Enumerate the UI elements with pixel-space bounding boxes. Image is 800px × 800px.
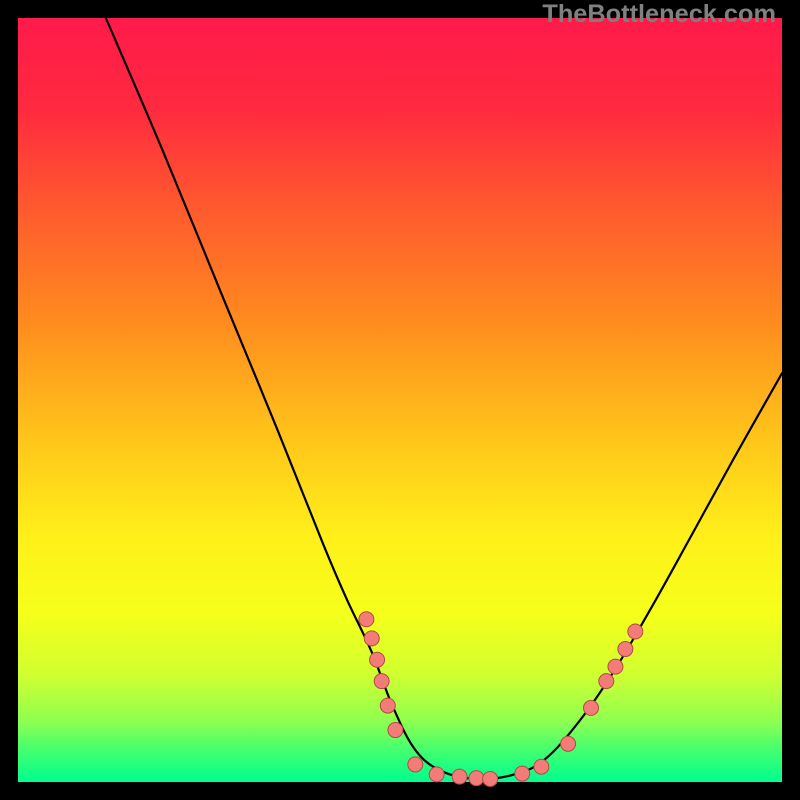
plot-area [18, 18, 782, 782]
curve-marker [584, 700, 599, 715]
curve-marker [388, 723, 403, 738]
curve-marker [515, 766, 530, 781]
marker-group [359, 612, 643, 787]
chart-container: TheBottleneck.com [0, 0, 800, 800]
curve-marker [628, 624, 643, 639]
curve-marker [483, 771, 498, 786]
curve-marker [359, 612, 374, 627]
curve-marker [618, 642, 633, 657]
bottleneck-curve [106, 18, 782, 779]
curve-marker [380, 698, 395, 713]
curve-marker [534, 759, 549, 774]
curve-marker [469, 771, 484, 786]
curve-marker [429, 767, 444, 782]
curve-marker [561, 736, 576, 751]
plot-svg [18, 18, 782, 782]
curve-marker [608, 659, 623, 674]
curve-marker [408, 757, 423, 772]
curve-marker [374, 674, 389, 689]
curve-marker [599, 674, 614, 689]
watermark-text: TheBottleneck.com [542, 0, 776, 29]
curve-marker [452, 769, 467, 784]
curve-marker [364, 631, 379, 646]
curve-marker [370, 652, 385, 667]
